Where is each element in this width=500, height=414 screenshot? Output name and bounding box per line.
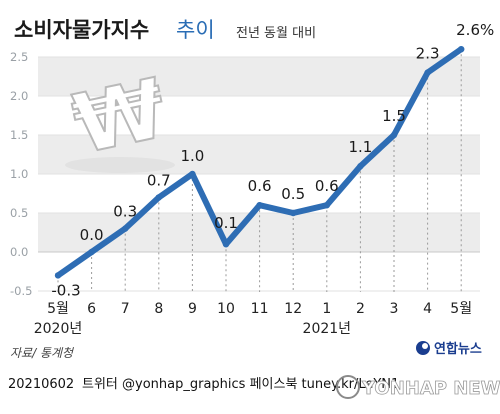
data-point-11: [424, 69, 431, 76]
date-code: 20210602: [8, 377, 74, 392]
yonhap-logo: 연합뉴스: [416, 341, 482, 357]
source-note: 자료/ 통계청: [10, 346, 75, 360]
x-tick-label-8: 1: [322, 301, 331, 317]
data-label-11: 2.3: [416, 45, 440, 63]
won-sign-icon: ₩: [66, 61, 174, 173]
data-label-8: 0.6: [315, 177, 339, 195]
data-labels: -0.3 0.0 0.3 0.7 1.0 0.1 0.6 0.5 0.6 1.1 1.5 2.3 2.6…: [51, 21, 494, 299]
won-sign-illustration: ₩: [65, 60, 175, 174]
data-label-5: 0.1: [214, 214, 238, 232]
x-tick-label-9: 2: [356, 301, 365, 317]
data-point-2: [122, 225, 129, 232]
data-point-8: [323, 202, 330, 209]
background-bands: [38, 57, 480, 252]
y-tick-label-4: 1.5: [10, 128, 28, 142]
grid-lines: [38, 49, 480, 292]
data-point-9: [357, 163, 364, 170]
band-0: [38, 213, 480, 252]
data-point-7: [290, 209, 297, 217]
year-labels: 2020년 2021년: [34, 321, 351, 337]
social-links: 트위터 @yonhap_graphics 페이스북 tuney.kr/LeYN1: [82, 377, 399, 392]
x-tick-label-5: 10: [217, 301, 235, 317]
x-tick-label-10: 3: [390, 301, 399, 317]
y-tick-label-1: 0.0: [10, 245, 28, 259]
data-label-7: 0.5: [281, 185, 305, 203]
x-tick-label-12: 5월: [450, 301, 472, 317]
x-tick-label-0: 5월: [47, 301, 69, 317]
yonhap-watermark: YONHAP NEWS: [336, 375, 500, 399]
x-tick-label-1: 6: [87, 301, 96, 317]
data-point-10: [390, 131, 398, 139]
x-tick-label-6: 11: [251, 301, 269, 317]
y-tick-label-0: -0.5: [10, 284, 32, 298]
data-label-0: -0.3: [51, 281, 80, 299]
series-line: [54, 46, 465, 279]
x-tick-label-11: 4: [423, 301, 432, 317]
chart-title: 소비자물가지수: [14, 18, 149, 42]
x-tick-label-3: 8: [154, 301, 163, 317]
band-2: [38, 57, 480, 96]
y-tick-label-5: 2.0: [10, 89, 28, 103]
data-label-1: 0.0: [80, 226, 104, 244]
x-tick-label-4: 9: [188, 301, 197, 317]
data-label-4: 1.0: [180, 147, 204, 165]
year-label-1: 2021년: [303, 321, 352, 337]
data-label-3: 0.7: [147, 171, 171, 189]
y-tick-label-2: 0.5: [10, 206, 28, 220]
data-point-12: [458, 46, 465, 53]
won-shadow: [65, 157, 175, 173]
x-axis-ticks: 5월 6 7 8 9 10 11 12 1 2 3 4 5월: [47, 301, 472, 317]
data-label-10: 1.5: [382, 107, 406, 125]
y-axis-ticks: -0.5 0.0 0.5 1.0 1.5 2.0 2.5: [10, 50, 32, 298]
data-label-12: 2.6%: [456, 21, 494, 39]
year-label-0: 2020년: [34, 321, 83, 337]
watermark-globe-icon: [336, 375, 360, 399]
data-point-5: [222, 241, 230, 248]
data-label-9: 1.1: [348, 138, 372, 156]
data-label-6: 0.6: [248, 177, 272, 195]
data-point-3: [155, 194, 162, 201]
x-tick-label-7: 12: [284, 301, 302, 317]
data-point-4: [189, 170, 196, 178]
data-point-1: [88, 248, 95, 256]
data-point-0: [54, 272, 62, 279]
unit-note: 전년 동월 대비: [236, 26, 316, 41]
data-label-2: 0.3: [113, 203, 137, 221]
logo-text: 연합뉴스: [434, 341, 482, 357]
chart-title-suffix: 추이: [176, 18, 215, 42]
y-tick-label-6: 2.5: [10, 50, 28, 64]
watermark-text: YONHAP NEWS: [361, 378, 500, 399]
y-tick-label-3: 1.0: [10, 167, 28, 181]
data-point-6: [256, 202, 263, 209]
x-tick-label-2: 7: [121, 301, 130, 317]
